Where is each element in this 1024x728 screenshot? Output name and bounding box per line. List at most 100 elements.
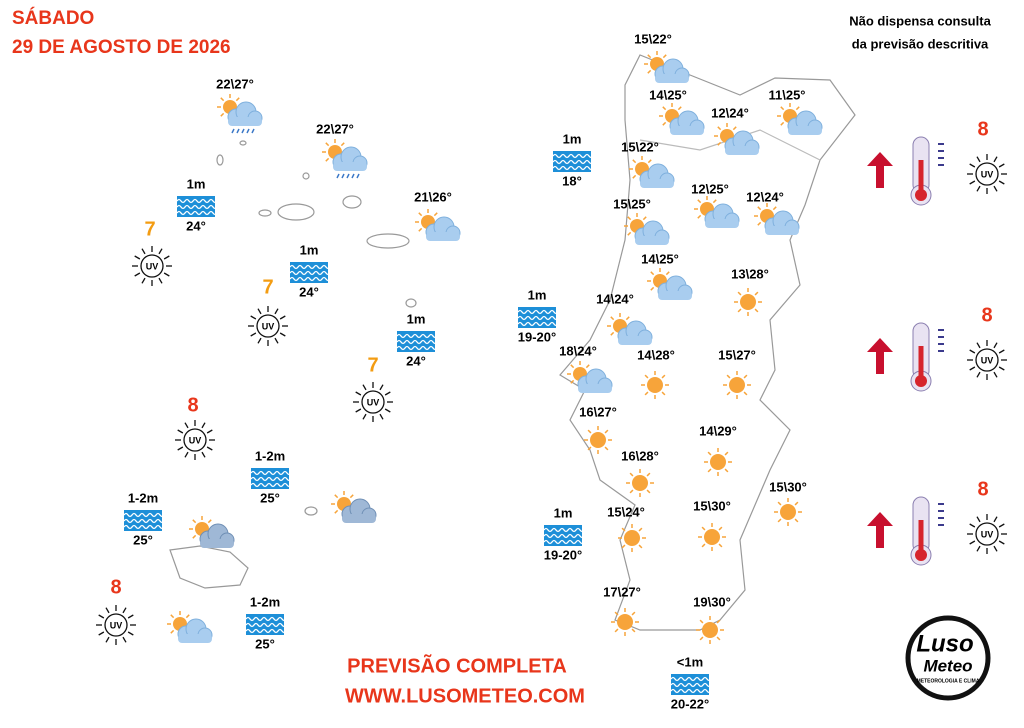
ray (665, 271, 670, 276)
uv-ray (127, 614, 134, 619)
trend-arrow (867, 338, 893, 374)
uv-icon: UV (248, 306, 288, 346)
wave-line (543, 533, 585, 539)
sea-temperature: 19-20° (544, 547, 582, 562)
temperature: 13\28° (731, 266, 769, 281)
sun-disc (624, 530, 640, 546)
uv-icon: UV (353, 382, 393, 422)
wave-line (552, 159, 594, 165)
cloud-base (618, 336, 652, 345)
wave-line (176, 198, 218, 204)
uv-ray (163, 272, 170, 277)
cloud-icon (704, 203, 740, 228)
thermo-red (915, 189, 927, 201)
temperature: 15\30° (769, 479, 807, 494)
ray (697, 214, 702, 219)
sea-temperature: 24° (186, 218, 206, 233)
ray (712, 199, 717, 204)
ray (610, 331, 615, 336)
ray (794, 501, 799, 506)
uv-icon: UV (96, 605, 136, 645)
ray (716, 636, 721, 641)
wave-height: 1m (554, 505, 573, 520)
ray (718, 543, 723, 548)
ray (235, 97, 240, 102)
thermo-level (918, 346, 924, 382)
uv-ray (993, 185, 998, 192)
uv-ray (134, 255, 141, 260)
ray (646, 489, 651, 494)
cloud-icon (657, 275, 693, 300)
uv-icon: UV (132, 246, 172, 286)
uv-ray (105, 607, 110, 614)
ray (646, 472, 651, 477)
temperature: 11\25° (768, 87, 805, 102)
island (258, 209, 272, 217)
uv-ray (163, 255, 170, 260)
ray (631, 628, 636, 633)
ray (780, 121, 785, 126)
uv-disc (104, 613, 128, 637)
ray (629, 489, 634, 494)
wave-line (396, 339, 438, 345)
rain-drop (236, 128, 240, 134)
ray (325, 142, 330, 147)
logo (905, 615, 991, 701)
wave-line (552, 165, 594, 171)
uv-ray (362, 384, 367, 391)
uv-ray (184, 422, 189, 429)
wave-icon (670, 674, 712, 695)
uv-ray (177, 429, 184, 434)
temperature: 16\27° (579, 404, 617, 419)
cloud-icon (199, 523, 235, 548)
wave-height: 1m (187, 176, 206, 191)
ray (632, 159, 637, 164)
temperature: 14\25° (649, 87, 687, 102)
wave-line (176, 204, 218, 210)
uv-ray (141, 248, 146, 255)
sun-disc (632, 475, 648, 491)
ray (334, 509, 339, 514)
ray (754, 291, 759, 296)
ray (701, 543, 706, 548)
wave-line (670, 688, 712, 694)
cloud-base (705, 219, 739, 228)
temperature: 15\27° (718, 347, 756, 362)
temperature: 15\30° (693, 498, 731, 513)
uv-ray (379, 384, 384, 391)
ray (418, 227, 423, 232)
temperature: 17\27° (603, 584, 641, 599)
uv-symbol: UV (981, 529, 994, 539)
sun-disc (710, 454, 726, 470)
cloud-icon (724, 130, 760, 155)
wave-line (123, 518, 165, 524)
uv-ray (969, 349, 976, 354)
ray (647, 54, 652, 59)
uv-ray (127, 631, 134, 636)
uv-ray (993, 516, 998, 523)
ray (794, 518, 799, 523)
ray (724, 468, 729, 473)
cloud-icon (764, 210, 800, 235)
cloud-icon (654, 58, 690, 83)
trend-arrow (867, 512, 893, 548)
wave-line (517, 315, 559, 321)
cloud-base (342, 514, 376, 523)
ray (726, 374, 731, 379)
footer-url[interactable]: WWW.LUSOMETEO.COM (345, 685, 585, 707)
uv-disc (361, 390, 385, 414)
cloud-icon (341, 498, 377, 523)
wave-line (517, 321, 559, 327)
uv-ray (177, 446, 184, 451)
rain-drop (341, 173, 345, 179)
madeira (169, 545, 249, 589)
ray (647, 159, 652, 164)
uv-ray (969, 180, 976, 185)
ray (644, 391, 649, 396)
wave-icon (289, 262, 331, 283)
uv-ray (384, 408, 391, 413)
uv-icon: UV (967, 154, 1007, 194)
wave-icon (245, 614, 287, 635)
uv-ray (257, 308, 262, 315)
cloud-icon (617, 320, 653, 345)
